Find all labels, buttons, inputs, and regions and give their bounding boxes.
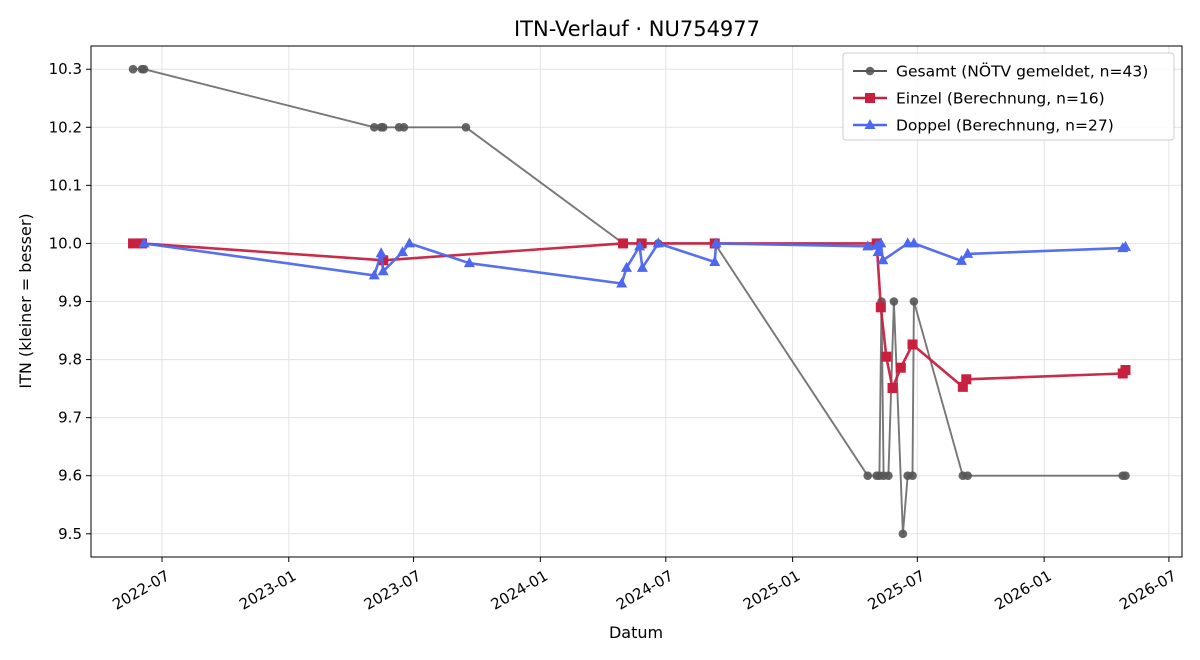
axes: 2022-07 2023-01 2023-07 2024-01 2024-07 2025-… (49, 60, 1180, 613)
data-point (889, 297, 899, 306)
legend-marker (865, 66, 875, 76)
x-tick-label: 2026-01 (991, 567, 1054, 614)
data-point (138, 237, 150, 248)
data-point (1120, 365, 1131, 376)
data-point (375, 247, 387, 258)
data-point (403, 237, 415, 248)
data-point (909, 297, 919, 306)
data-point (961, 374, 972, 385)
data-point (863, 471, 873, 481)
y-tick-label: 9.6 (58, 467, 82, 485)
data-point (862, 240, 874, 251)
x-tick-label: 2025-07 (865, 567, 928, 614)
y-tick-label: 10.0 (49, 234, 82, 252)
y-tick-label: 9.5 (58, 525, 82, 543)
x-tick-label: 2024-01 (488, 567, 551, 614)
data-point (872, 246, 884, 257)
data-point (636, 261, 648, 272)
series-layer (128, 64, 1131, 539)
y-tick-label: 10.3 (49, 60, 82, 78)
data-point (463, 257, 475, 268)
data-point (962, 247, 974, 258)
data-point (399, 122, 409, 132)
chart-title: ITN-Verlauf · NU754977 (514, 17, 760, 41)
data-point (963, 471, 972, 481)
legend: Gesamt (NÖTV gemeldet, n=43) Einzel (Bere… (842, 52, 1175, 141)
legend-marker (864, 119, 876, 129)
data-point (378, 122, 388, 132)
data-point (461, 122, 471, 132)
data-point (875, 302, 886, 313)
legend-label: Einzel (Berechnung, n=16) (896, 90, 1105, 108)
x-tick-label: 2026-07 (1116, 567, 1179, 614)
data-point (875, 237, 887, 248)
data-point (621, 261, 633, 272)
data-point (139, 64, 149, 74)
y-axis-title: ITN (kleiner = besser) (16, 213, 35, 388)
data-point (877, 254, 889, 265)
data-point (907, 339, 918, 350)
data-point (957, 381, 968, 392)
data-point (908, 471, 917, 481)
data-point (1119, 240, 1131, 251)
data-point (884, 471, 893, 481)
y-tick-label: 9.9 (58, 293, 82, 311)
data-point (709, 256, 721, 267)
legend-marker (865, 93, 875, 103)
data-point (652, 237, 664, 248)
x-tick-label: 2024-07 (613, 567, 676, 614)
data-point (1121, 471, 1130, 481)
y-tick-label: 9.8 (58, 351, 82, 369)
data-point (128, 64, 138, 74)
data-point (128, 238, 139, 249)
data-point (908, 237, 920, 248)
data-point (710, 237, 722, 248)
data-point (368, 269, 380, 280)
legend-box (842, 52, 1175, 141)
y-tick-label: 10.2 (49, 118, 82, 136)
series-3 (138, 237, 1131, 288)
data-point (636, 238, 647, 249)
data-point (887, 383, 898, 394)
legend-label: Doppel (Berechnung, n=27) (896, 117, 1114, 135)
grid (91, 46, 1182, 557)
data-point (955, 254, 967, 265)
data-point (618, 238, 629, 249)
x-tick-label: 2022-07 (109, 567, 172, 614)
data-point (616, 277, 628, 288)
data-point (377, 265, 389, 276)
data-point (369, 122, 379, 132)
x-tick-label: 2023-07 (361, 567, 424, 614)
data-point (397, 246, 409, 257)
data-point (881, 351, 892, 362)
x-axis-title: Datum (609, 623, 663, 642)
x-tick-label: 2023-01 (236, 567, 299, 614)
data-point (895, 362, 906, 373)
legend-label: Gesamt (NÖTV gemeldet, n=43) (896, 62, 1148, 81)
y-tick-label: 10.1 (49, 176, 82, 194)
data-point (634, 240, 646, 251)
y-tick-label: 9.7 (58, 409, 82, 427)
data-point (898, 529, 908, 539)
x-tick-label: 2025-01 (740, 567, 803, 614)
